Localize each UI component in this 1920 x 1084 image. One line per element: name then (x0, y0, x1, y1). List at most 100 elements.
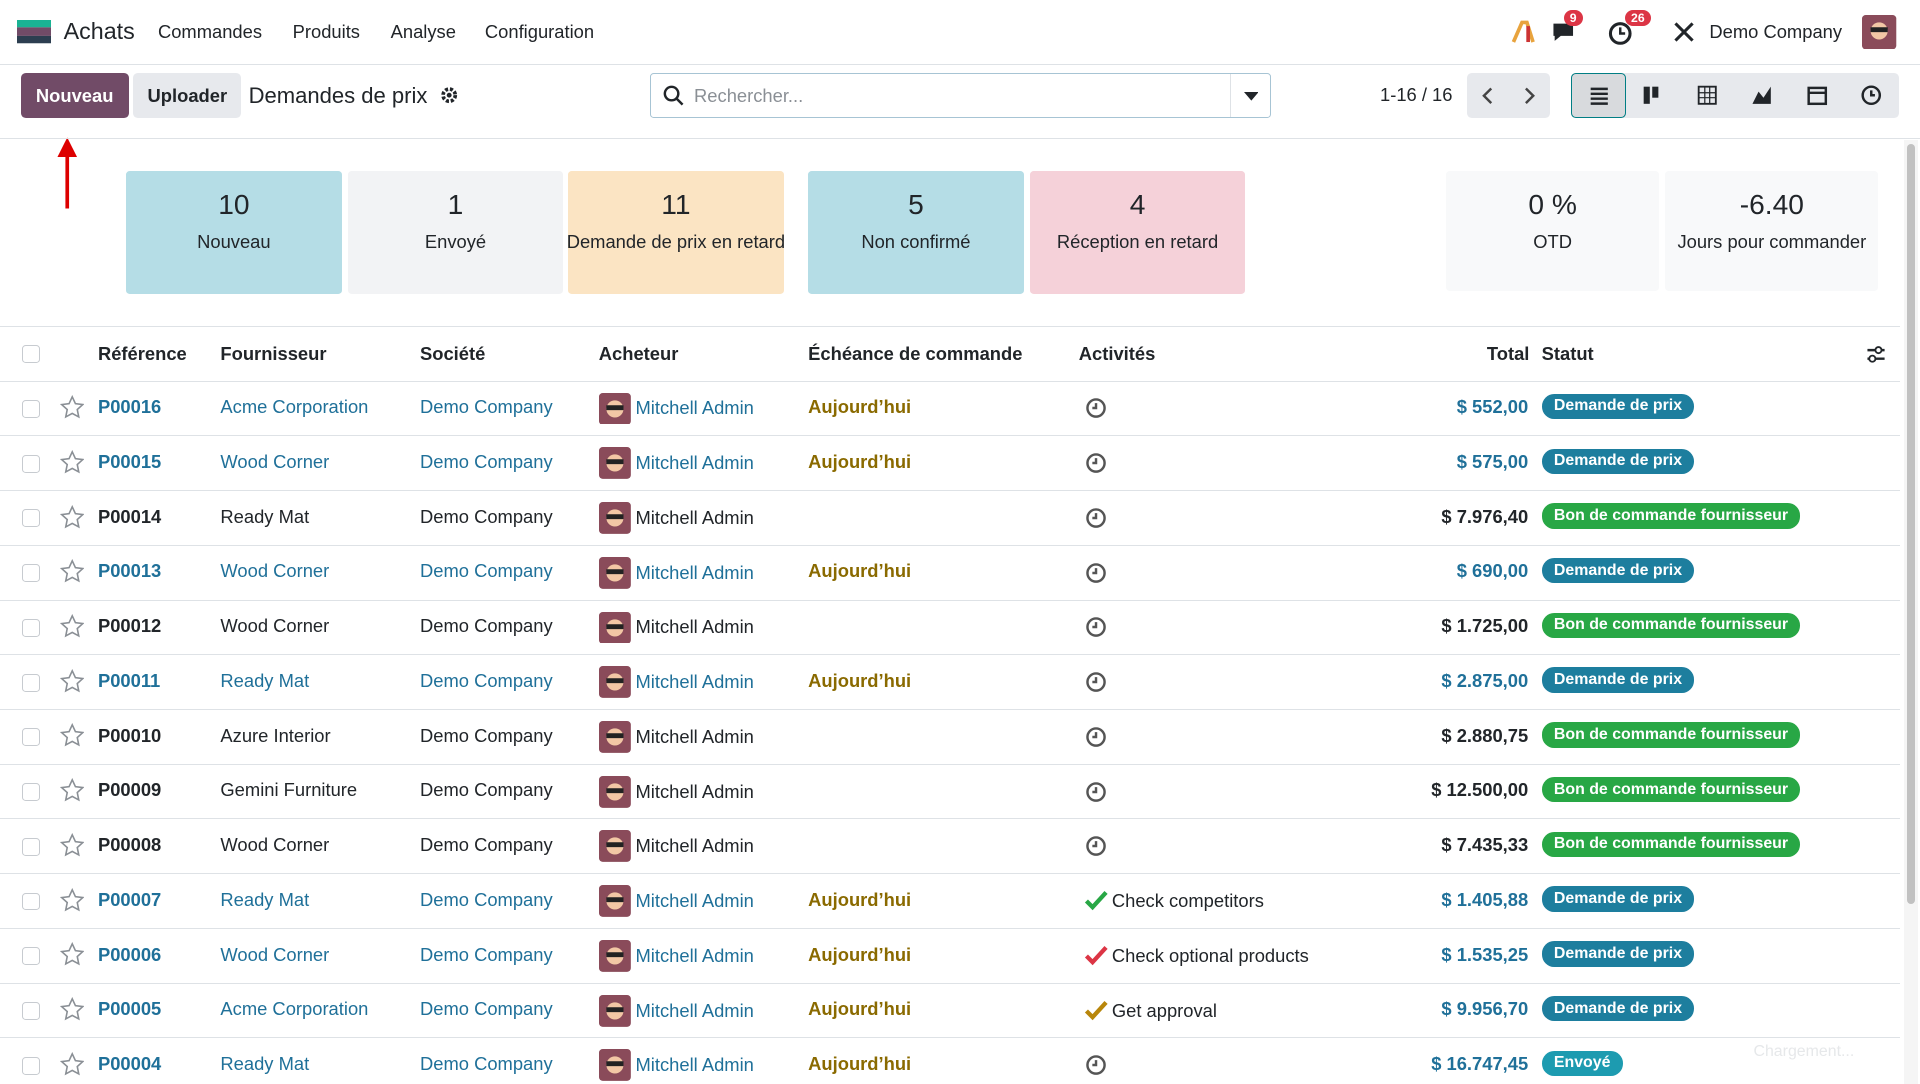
star-icon[interactable] (60, 942, 85, 966)
row-checkbox[interactable] (22, 454, 40, 473)
view-button[interactable] (1681, 73, 1736, 117)
table-row[interactable]: P00011 Ready Mat Demo Company Mitchell Admi… (0, 654, 1901, 710)
gear-icon[interactable] (440, 86, 458, 104)
column-header[interactable]: Acheteur (598, 342, 679, 364)
view-button[interactable] (1790, 73, 1845, 117)
total: $ 7.976,40 (1441, 505, 1529, 527)
messages[interactable]: 9 (1551, 9, 1583, 50)
total: $ 690,00 (1456, 560, 1529, 582)
column-header[interactable]: Total (1486, 342, 1530, 364)
star-icon[interactable] (60, 832, 85, 857)
activity-clock[interactable] (1085, 452, 1107, 474)
menu-item[interactable]: Analyse (390, 20, 456, 42)
table-row[interactable]: P00007 Ready Mat Demo Company Mitchell Admi… (0, 873, 1901, 929)
user-avatar[interactable] (1862, 14, 1897, 49)
new-button[interactable]: Nouveau (20, 73, 129, 118)
star-icon[interactable] (60, 504, 85, 529)
row-checkbox[interactable] (22, 399, 40, 418)
table-row[interactable]: P00004 Ready Mat Demo Company Mitchell Admi… (0, 1037, 1901, 1083)
row-checkbox[interactable] (22, 673, 40, 692)
activity-clock[interactable] (1085, 397, 1107, 419)
prev-button[interactable] (1479, 86, 1496, 106)
star-icon[interactable] (60, 449, 85, 474)
star-icon[interactable] (60, 887, 85, 912)
next-button[interactable] (1521, 86, 1538, 106)
tools-icon[interactable] (1673, 21, 1695, 43)
status-badge: Envoyé (1541, 1050, 1623, 1076)
table-row[interactable]: P00013 Wood Corner Demo Company Mitchell Ad… (0, 544, 1901, 601)
view-button[interactable] (1626, 73, 1681, 117)
activity-clock[interactable] (1085, 507, 1107, 529)
star-icon[interactable] (60, 559, 85, 583)
row-checkbox[interactable] (22, 728, 40, 747)
activity-clock[interactable] (1085, 562, 1107, 584)
row-checkbox[interactable] (22, 892, 40, 911)
row-checkbox[interactable] (22, 837, 40, 856)
company: Demo Company (420, 560, 553, 582)
stat-card[interactable]: 4 Réception en retard (1029, 171, 1246, 294)
activities[interactable]: 26 (1608, 9, 1651, 53)
star-icon[interactable] (60, 668, 85, 693)
stat-card[interactable]: 11 Demande de prix en retard (567, 171, 785, 294)
activity-check[interactable] (1084, 1000, 1108, 1022)
column-header[interactable]: Statut (1541, 342, 1594, 364)
table-row[interactable]: P00015 Wood Corner Demo Company Mitchell Ad… (0, 435, 1901, 491)
row-checkbox[interactable] (22, 1002, 40, 1020)
star-icon[interactable] (60, 613, 85, 638)
view-button[interactable] (1845, 73, 1900, 117)
stat-card[interactable]: 5 Non confirmé (808, 171, 1024, 294)
company-switch[interactable]: Demo Company (1709, 20, 1843, 42)
row-checkbox[interactable] (22, 783, 40, 801)
column-header[interactable]: Référence (97, 342, 187, 364)
menu-item[interactable]: Produits (292, 20, 360, 42)
row-checkbox[interactable] (22, 618, 40, 637)
activity-check[interactable] (1084, 945, 1108, 967)
table-row[interactable]: P00008 Wood Corner Demo Company Mitchell Ad… (0, 818, 1901, 874)
menu-item[interactable]: Configuration (484, 20, 595, 42)
table-row[interactable]: P00006 Wood Corner Demo Company Mitchell Ad… (0, 927, 1901, 984)
activity-clock[interactable] (1085, 616, 1107, 638)
star-icon[interactable] (60, 997, 85, 1021)
view-button[interactable] (1735, 73, 1790, 117)
table-row[interactable]: P00009 Gemini Furniture Demo Company Mitche… (0, 763, 1901, 820)
activity-clock[interactable] (1085, 671, 1107, 693)
column-header[interactable]: Société (420, 342, 486, 364)
upload-button[interactable]: Uploader (133, 73, 242, 118)
stat-card[interactable]: 1 Envoyé (347, 171, 564, 294)
star-icon[interactable] (60, 778, 85, 802)
search-toggle[interactable] (1230, 74, 1270, 118)
activity-clock[interactable] (1085, 835, 1107, 857)
activity-clock[interactable] (1085, 781, 1107, 803)
scrollbar-thumb[interactable] (1906, 144, 1916, 904)
view-button[interactable] (1571, 73, 1626, 118)
optional-columns[interactable] (1865, 344, 1887, 366)
ai-icon[interactable] (1511, 20, 1538, 44)
row-checkbox[interactable] (22, 564, 40, 583)
table-row[interactable]: P00016 Acme Corporation Demo Company Mitche… (0, 380, 1901, 437)
row-checkbox[interactable] (22, 345, 40, 363)
star-icon[interactable] (60, 723, 85, 747)
app-name[interactable]: Achats (63, 18, 135, 45)
column-header[interactable]: Échéance de commande (808, 342, 1023, 364)
star-icon[interactable] (60, 395, 85, 419)
activity-check[interactable] (1084, 890, 1108, 912)
table-row[interactable]: P00012 Wood Corner Demo Company Mitchell Ad… (0, 599, 1901, 656)
table-row[interactable]: P00014 Ready Mat Demo Company Mitchell Admi… (0, 490, 1901, 546)
deadline: Aujourd’hui (808, 396, 912, 418)
buyer-avatar (598, 447, 631, 480)
table-row[interactable]: P00005 Acme Corporation Demo Company Mitche… (0, 982, 1901, 1039)
row-checkbox[interactable] (22, 947, 40, 966)
column-header[interactable]: Activités (1078, 342, 1156, 364)
stat-card[interactable]: 10 Nouveau (126, 171, 342, 294)
column-header[interactable]: Fournisseur (220, 342, 327, 364)
activity-clock[interactable] (1085, 726, 1107, 748)
company: Demo Company (420, 888, 553, 910)
app-icon[interactable] (17, 19, 52, 44)
row-checkbox[interactable] (22, 1056, 40, 1075)
activity-clock[interactable] (1085, 1054, 1107, 1076)
star-icon[interactable] (60, 1051, 85, 1076)
menu-item[interactable]: Commandes (157, 20, 263, 42)
table-row[interactable]: P00010 Azure Interior Demo Company Mitchell… (0, 708, 1901, 765)
row-checkbox[interactable] (22, 509, 40, 528)
search-box[interactable]: Rechercher... (650, 73, 1271, 119)
